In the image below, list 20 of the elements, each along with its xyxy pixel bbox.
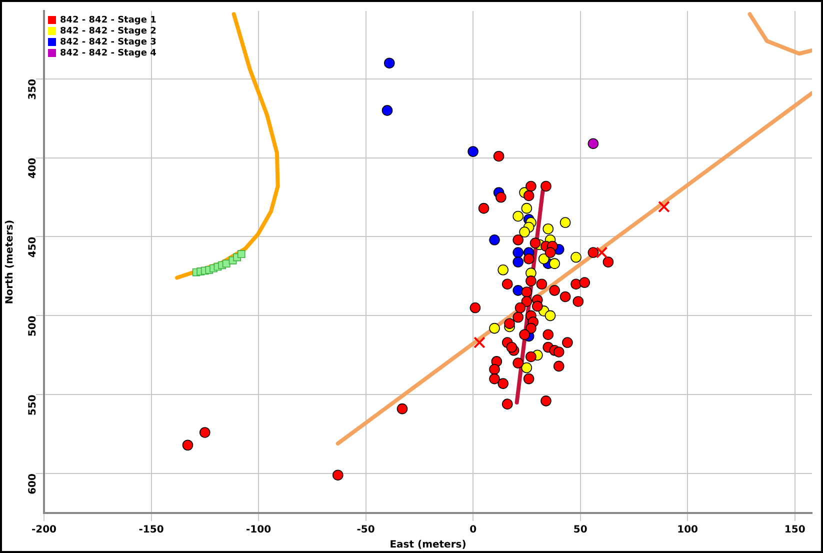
legend-label: 842 - 842 - Stage 3 [60, 37, 156, 48]
x-axis-title: East (meters) [390, 540, 466, 551]
y-tick-label: 450 [28, 236, 39, 258]
x-tick-label: 150 [784, 524, 806, 536]
x-tick-label: 0 [470, 524, 477, 536]
legend-label: 842 - 842 - Stage 4 [60, 48, 156, 58]
y-tick-label: 500 [28, 316, 39, 337]
x-tick-label: -150 [138, 524, 164, 536]
x-tick-label: 50 [573, 524, 588, 536]
y-axis-title: North (meters) [4, 220, 16, 304]
legend-label: 842 - 842 - Stage 2 [60, 26, 156, 36]
y-tick-label: 350 [28, 78, 39, 100]
x-tick-label: -100 [246, 524, 272, 536]
x-tick-label: -200 [31, 524, 57, 536]
y-tick-label: 550 [28, 394, 39, 416]
legend-label: 842 - 842 - Stage 1 [60, 15, 156, 26]
y-tick-label: 600 [28, 473, 39, 494]
x-tick-label: -50 [356, 524, 375, 536]
x-tick-label: 100 [677, 524, 698, 536]
y-tick-label: 400 [28, 158, 39, 179]
